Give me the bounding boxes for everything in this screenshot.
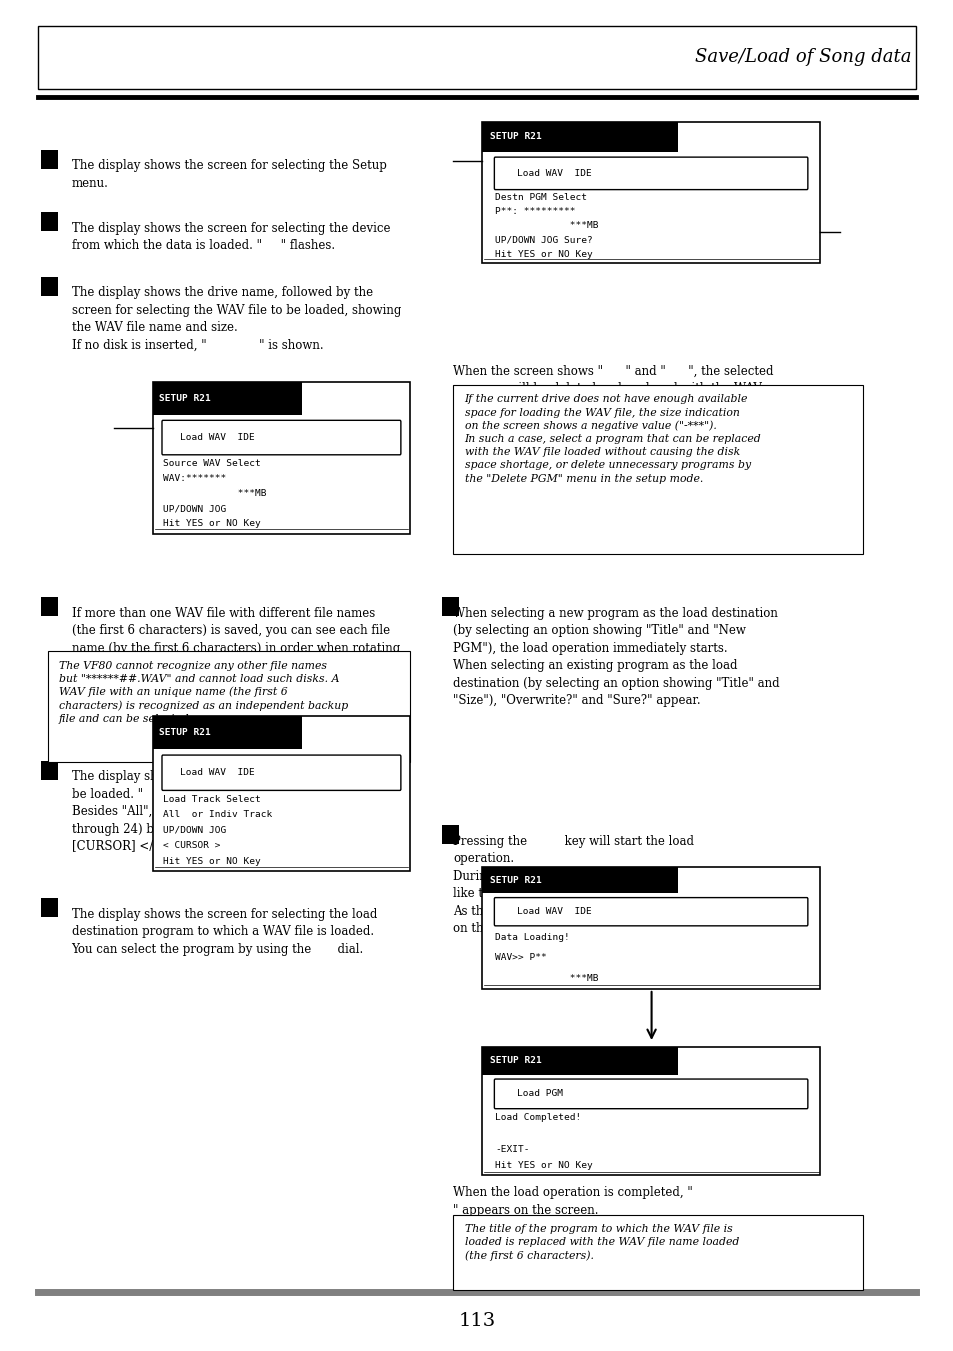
Text: If more than one WAV file with different file names
(the first 6 characters) is : If more than one WAV file with different… xyxy=(71,607,399,689)
Text: If the current drive does not have enough available
space for loading the WAV fi: If the current drive does not have enoug… xyxy=(464,394,760,484)
Text: Destn PGM Select: Destn PGM Select xyxy=(495,193,587,203)
Text: Source WAV Select: Source WAV Select xyxy=(163,459,260,467)
Text: SETUP R21: SETUP R21 xyxy=(159,728,211,738)
Text: The VF80 cannot recognize any other file names
but "******##.WAV" and cannot loa: The VF80 cannot recognize any other file… xyxy=(59,661,348,724)
Text: The display shows the screen for selecting the device
from which the data is loa: The display shows the screen for selecti… xyxy=(71,222,390,253)
FancyBboxPatch shape xyxy=(494,157,807,189)
Bar xyxy=(152,382,410,534)
Text: Hit YES or NO Key: Hit YES or NO Key xyxy=(495,250,593,259)
Bar xyxy=(41,277,58,296)
Text: ***MB: ***MB xyxy=(163,489,266,499)
Text: Hit YES or NO Key: Hit YES or NO Key xyxy=(495,1162,593,1170)
Text: P**: *********: P**: ********* xyxy=(495,207,576,216)
Bar xyxy=(481,122,820,263)
Text: The display shows the screen for selecting the load
destination program to which: The display shows the screen for selecti… xyxy=(71,908,376,957)
Bar xyxy=(481,867,678,893)
Text: WAV:*******: WAV:******* xyxy=(163,474,226,482)
Text: The display shows the drive name, followed by the
screen for selecting the WAV f: The display shows the drive name, follow… xyxy=(71,286,400,351)
Bar xyxy=(481,1047,820,1175)
Bar xyxy=(152,382,302,415)
Bar xyxy=(48,651,410,762)
Text: When selecting a new program as the load destination
(by selecting an option sho: When selecting a new program as the load… xyxy=(453,607,779,707)
Text: All  or Indiv Track: All or Indiv Track xyxy=(163,811,272,819)
Text: The title of the program to which the WAV file is
loaded is replaced with the WA: The title of the program to which the WA… xyxy=(464,1224,739,1260)
Bar xyxy=(441,825,458,844)
Text: Load WAV  IDE: Load WAV IDE xyxy=(517,169,591,178)
Text: -EXIT-: -EXIT- xyxy=(495,1146,529,1154)
Text: SETUP R21: SETUP R21 xyxy=(490,132,541,142)
Bar xyxy=(41,597,58,616)
FancyBboxPatch shape xyxy=(162,420,400,455)
Bar xyxy=(441,597,458,616)
Text: SETUP R21: SETUP R21 xyxy=(159,394,211,403)
Bar xyxy=(481,122,678,153)
Bar xyxy=(453,385,862,554)
Text: Load PGM: Load PGM xyxy=(517,1089,562,1098)
FancyBboxPatch shape xyxy=(494,897,807,925)
Text: SETUP R21: SETUP R21 xyxy=(490,875,541,885)
Bar xyxy=(152,716,410,871)
Bar xyxy=(453,1215,862,1290)
Text: ***MB: ***MB xyxy=(495,974,598,982)
Text: The display shows the screen for selecting the Setup
menu.: The display shows the screen for selecti… xyxy=(71,159,386,190)
Text: The display shows the screen for selecting a track to
be loaded. "     " flashes: The display shows the screen for selecti… xyxy=(71,770,386,852)
FancyBboxPatch shape xyxy=(494,1079,807,1109)
Text: Load WAV  IDE: Load WAV IDE xyxy=(179,769,254,777)
Text: Load WAV  IDE: Load WAV IDE xyxy=(179,434,254,442)
Bar xyxy=(41,150,58,169)
Text: Save/Load of Song data: Save/Load of Song data xyxy=(694,49,910,66)
Text: Data Loading!: Data Loading! xyxy=(495,934,570,942)
Bar xyxy=(38,26,915,89)
Bar xyxy=(41,212,58,231)
Bar xyxy=(481,1047,678,1074)
Bar xyxy=(41,898,58,917)
Text: Load Track Select: Load Track Select xyxy=(163,794,260,804)
Text: ***MB: ***MB xyxy=(495,222,598,231)
Text: Load Completed!: Load Completed! xyxy=(495,1113,581,1123)
Text: Hit YES or NO Key: Hit YES or NO Key xyxy=(163,519,260,528)
Text: SETUP R21: SETUP R21 xyxy=(490,1056,541,1066)
Text: When the screen shows "      " and "      ", the selected
program will be delete: When the screen shows " " and " ", the s… xyxy=(453,365,773,447)
Bar xyxy=(41,761,58,780)
FancyBboxPatch shape xyxy=(162,755,400,790)
Bar xyxy=(152,716,302,750)
Text: Hit YES or NO Key: Hit YES or NO Key xyxy=(163,857,260,866)
Text: Pressing the          key will start the load
operation.
During the load operati: Pressing the key will start the load ope… xyxy=(453,835,788,935)
Text: WAV>> P**: WAV>> P** xyxy=(495,954,546,962)
Text: UP/DOWN JOG Sure?: UP/DOWN JOG Sure? xyxy=(495,235,593,245)
Bar xyxy=(481,867,820,989)
Text: 113: 113 xyxy=(457,1312,496,1331)
Text: UP/DOWN JOG: UP/DOWN JOG xyxy=(163,504,226,513)
Text: UP/DOWN JOG: UP/DOWN JOG xyxy=(163,825,226,835)
Text: < CURSOR >: < CURSOR > xyxy=(163,842,220,850)
Text: When the load operation is completed, "
" appears on the screen.: When the load operation is completed, " … xyxy=(453,1186,692,1217)
Text: Load WAV  IDE: Load WAV IDE xyxy=(517,908,591,916)
